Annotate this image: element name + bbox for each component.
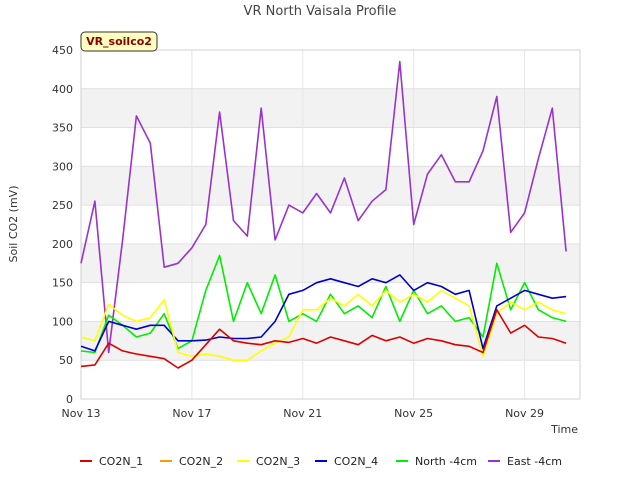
- x-tick-label: Nov 29: [505, 407, 544, 420]
- legend: CO2N_1 CO2N_2 CO2N_3 CO2N_4 North -4cm East -…: [80, 455, 562, 468]
- legend-label-co2n-2: CO2N_2: [179, 455, 223, 468]
- legend-label-north-4cm: North -4cm: [415, 455, 477, 468]
- series-line-co2n-3: [80, 289, 567, 362]
- x-tick-label: Nov 17: [172, 407, 211, 420]
- x-axis: Nov 13 Nov 17 Nov 21 Nov 25 Nov 29: [62, 407, 545, 420]
- series-lines: [80, 60, 567, 369]
- series-line-co2n-4: [80, 274, 567, 352]
- y-tick-label: 200: [52, 238, 73, 251]
- y-tick-label: 300: [52, 160, 73, 173]
- x-tick-label: Nov 13: [62, 407, 101, 420]
- legend-label-co2n-1: CO2N_1: [99, 455, 143, 468]
- series-line-north-4cm: [80, 254, 567, 354]
- chart-badge: VR_soilco2: [80, 31, 158, 52]
- series-line-east-4cm: [80, 60, 567, 354]
- legend-label-co2n-3: CO2N_3: [256, 455, 300, 468]
- plot-area: [80, 49, 581, 400]
- chart-title: VR North Vaisala Profile: [244, 4, 397, 19]
- y-tick-label: 150: [52, 277, 73, 290]
- x-tick-label: Nov 21: [283, 407, 322, 420]
- y-axis: 0 50 100 150 200 250 300 350 400 450: [52, 44, 73, 406]
- series-line-co2n-1: [80, 308, 567, 369]
- badge-label: VR_soilco2: [86, 35, 152, 48]
- y-tick-label: 400: [52, 83, 73, 96]
- y-tick-label: 0: [66, 393, 73, 406]
- y-tick-label: 450: [52, 44, 73, 57]
- legend-label-co2n-4: CO2N_4: [334, 455, 378, 468]
- plot-bands: [81, 88, 580, 361]
- plot-band: [81, 88, 580, 128]
- y-tick-label: 350: [52, 122, 73, 135]
- plot-band: [81, 166, 580, 206]
- y-tick-label: 50: [59, 354, 73, 367]
- y-tick-label: 250: [52, 199, 73, 212]
- x-tick-label: Nov 25: [394, 407, 433, 420]
- plot-band: [81, 321, 580, 361]
- legend-label-east-4cm: East -4cm: [507, 455, 562, 468]
- y-axis-title: Soil CO2 (mV): [7, 186, 20, 263]
- plot-band: [81, 243, 580, 283]
- x-axis-title: Time: [550, 423, 578, 436]
- y-tick-label: 100: [52, 315, 73, 328]
